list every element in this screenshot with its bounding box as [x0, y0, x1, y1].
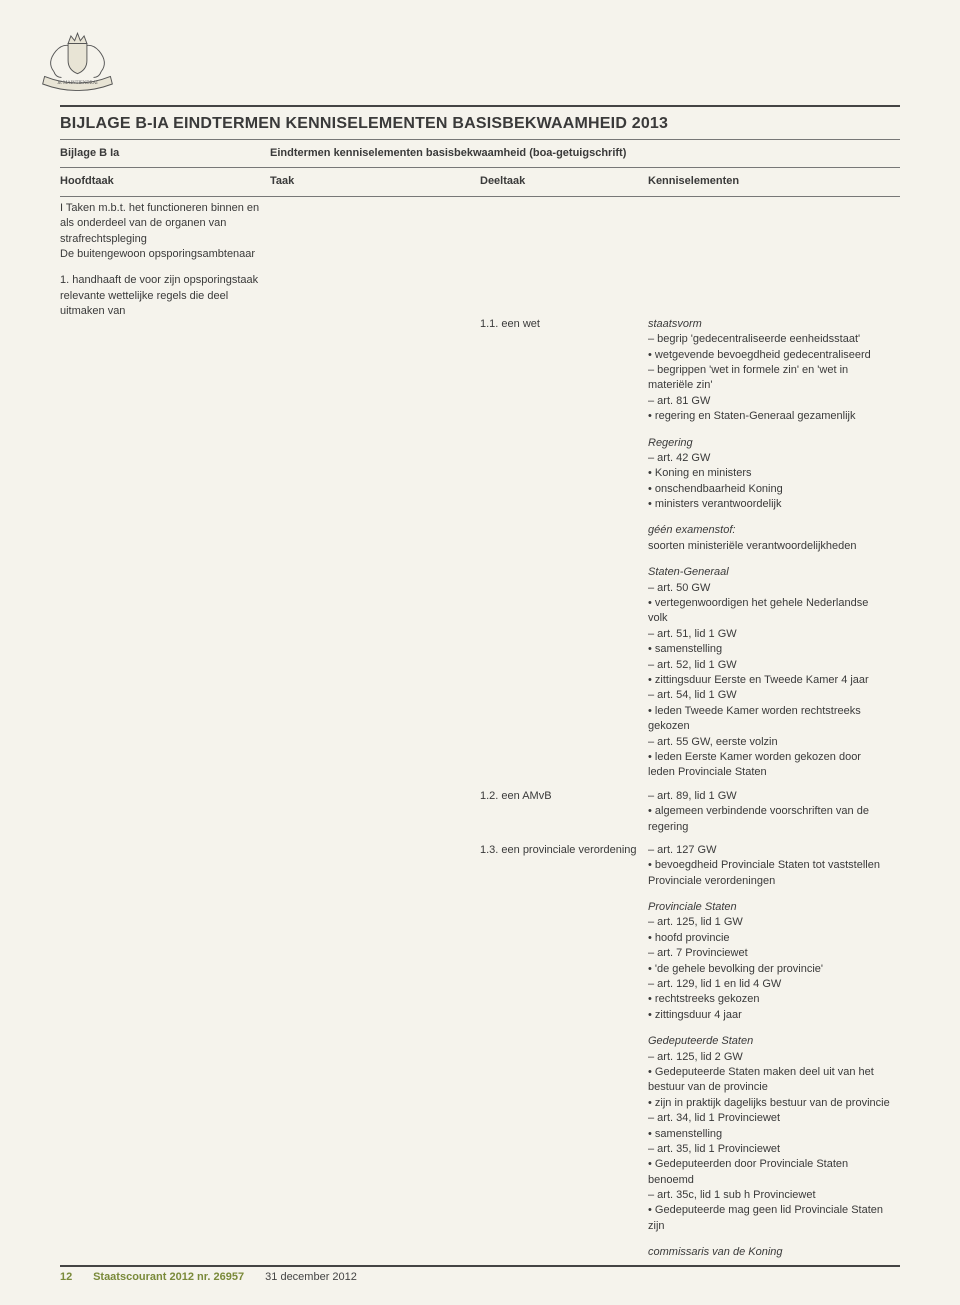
- col-kenniselementen: staatsvorm – begrip 'gedecentraliseerde …: [648, 197, 900, 785]
- ke-line: • Koning en ministers: [648, 467, 752, 479]
- ke-staatsvorm-title: staatsvorm: [648, 318, 702, 330]
- ke-line: • leden Eerste Kamer worden gekozen door…: [648, 751, 861, 778]
- ke-prov-verord: – art. 127 GW • bevoegdheid Provinciale …: [648, 839, 900, 1265]
- ke-gs-title: Gedeputeerde Staten: [648, 1035, 753, 1047]
- ke-geen-title: géén examenstof:: [648, 524, 735, 536]
- ke-gedeputeerde-staten: Gedeputeerde Staten – art. 125, lid 2 GW…: [648, 1034, 890, 1234]
- ke-line: – art. 129, lid 1 en lid 4 GW: [648, 978, 781, 990]
- ke-line: – art. 42 GW: [648, 452, 710, 464]
- ke-line: – art. 125, lid 2 GW: [648, 1051, 743, 1063]
- ke-regering: Regering – art. 42 GW • Koning en minist…: [648, 436, 890, 513]
- table-row: I Taken m.b.t. het functioneren binnen e…: [60, 197, 900, 785]
- ke-line: • algemeen verbindende voorschriften van…: [648, 805, 869, 832]
- ke-line: – art. 54, lid 1 GW: [648, 689, 737, 701]
- hdr-hoofdtaak: Hoofdtaak: [60, 168, 270, 195]
- ke-line: • Gedeputeerden door Provinciale Staten …: [648, 1158, 848, 1185]
- bijlage-heading: BIJLAGE B-IA EINDTERMEN KENNISELEMENTEN …: [60, 115, 900, 133]
- table-row: 1.3. een provinciale verordening – art. …: [60, 839, 900, 1265]
- eindtermen-table: Bijlage B Ia Eindtermen kenniselementen …: [60, 139, 900, 1265]
- table-row: 1.2. een AMvB – art. 89, lid 1 GW • alge…: [60, 785, 900, 839]
- col-taak: [270, 197, 480, 785]
- table-header-row-1: Bijlage B Ia Eindtermen kenniselementen …: [60, 140, 900, 167]
- col-deeltaak: 1.1. een wet: [480, 197, 648, 785]
- ke-line: – art. 52, lid 1 GW: [648, 659, 737, 671]
- deeltaak-1-2: 1.2. een AMvB: [480, 785, 648, 839]
- ke-commissaris: commissaris van de Koning: [648, 1245, 890, 1260]
- ke-sg-title: Staten-Generaal: [648, 566, 729, 578]
- ke-line: – art. 34, lid 1 Provinciewet: [648, 1112, 780, 1124]
- hdr-taak: Taak: [270, 168, 480, 195]
- ke-line: • samenstelling: [648, 1128, 722, 1140]
- publication-name: Staatscourant 2012 nr. 26957: [93, 1271, 244, 1283]
- publication-date: 31 december 2012: [265, 1271, 357, 1283]
- ke-line: • rechtstreeks gekozen: [648, 993, 759, 1005]
- rule-top: [60, 105, 900, 107]
- hdr-bijlage: Bijlage B Ia: [60, 140, 270, 167]
- ke-line: • Gedeputeerde Staten maken deel uit van…: [648, 1066, 874, 1093]
- ke-amvb: – art. 89, lid 1 GW • algemeen verbinden…: [648, 785, 900, 839]
- hdr-kenniselementen: Kenniselementen: [648, 168, 900, 195]
- svg-text:JE MAINTIENDRAI: JE MAINTIENDRAI: [57, 81, 98, 86]
- ke-prov-staten: Provinciale Staten – art. 125, lid 1 GW …: [648, 900, 890, 1023]
- ke-line: • zittingsduur 4 jaar: [648, 1009, 742, 1021]
- deeltaak-1-1: 1.1. een wet: [480, 317, 638, 332]
- ke-line: • zijn in praktijk dagelijks bestuur van…: [648, 1097, 890, 1109]
- ke-line: – art. 35c, lid 1 sub h Provinciewet: [648, 1189, 816, 1201]
- page-footer: 12 Staatscourant 2012 nr. 26957 31 decem…: [60, 1265, 900, 1283]
- table-header-row-2: Hoofdtaak Taak Deeltaak Kenniselementen: [60, 168, 900, 195]
- hdr-deeltaak: Deeltaak: [480, 168, 648, 195]
- ke-line: – begrip 'gedecentraliseerde eenheidssta…: [648, 333, 860, 345]
- col-hoofdtaak: I Taken m.b.t. het functioneren binnen e…: [60, 197, 270, 785]
- ke-staten-generaal: Staten-Generaal – art. 50 GW • vertegenw…: [648, 565, 890, 780]
- ke-ps-title: Provinciale Staten: [648, 901, 737, 913]
- ke-line: – begrippen 'wet in formele zin' en 'wet…: [648, 364, 848, 391]
- ke-line: • ministers verantwoordelijk: [648, 498, 781, 510]
- ke-line: – art. 35, lid 1 Provinciewet: [648, 1143, 780, 1155]
- ke-line: • bevoegdheid Provinciale Staten tot vas…: [648, 859, 880, 886]
- ke-line: • leden Tweede Kamer worden rechtstreeks…: [648, 705, 861, 732]
- ke-line: – art. 51, lid 1 GW: [648, 628, 737, 640]
- ke-line: – art. 55 GW, eerste volzin: [648, 736, 778, 748]
- coat-of-arms-logo: JE MAINTIENDRAI: [30, 20, 125, 100]
- ke-line: – art. 127 GW: [648, 844, 716, 856]
- ke-geen-examenstof: géén examenstof: soorten ministeriële ve…: [648, 523, 890, 554]
- ke-line: • regering en Staten-Generaal gezamenlij…: [648, 410, 855, 422]
- ke-regering-title: Regering: [648, 437, 693, 449]
- ke-line: • onschendbaarheid Koning: [648, 483, 783, 495]
- hdr-eindtermen: Eindtermen kenniselementen basisbekwaamh…: [270, 140, 900, 167]
- ke-line: • zittingsduur Eerste en Tweede Kamer 4 …: [648, 674, 869, 686]
- ke-line: • vertegenwoordigen het gehele Nederland…: [648, 597, 868, 624]
- ke-line: – art. 50 GW: [648, 582, 710, 594]
- ke-line: • 'de gehele bevolking der provincie': [648, 963, 823, 975]
- ke-line: • wetgevende bevoegdheid gedecentralisee…: [648, 349, 871, 361]
- ke-line: • Gedeputeerde mag geen lid Provinciale …: [648, 1204, 883, 1231]
- hoofdtaak-text-1: I Taken m.b.t. het functioneren binnen e…: [60, 201, 260, 263]
- deeltaak-1-3: 1.3. een provinciale verordening: [480, 839, 648, 1265]
- ke-line: – art. 125, lid 1 GW: [648, 916, 743, 928]
- ke-staatsvorm: staatsvorm – begrip 'gedecentraliseerde …: [648, 317, 890, 425]
- page-number: 12: [60, 1271, 90, 1283]
- hoofdtaak-text-2: 1. handhaaft de voor zijn opsporingstaak…: [60, 273, 260, 319]
- ke-commissaris-title: commissaris van de Koning: [648, 1246, 783, 1258]
- ke-line: • hoofd provincie: [648, 932, 730, 944]
- ke-line: soorten ministeriële verantwoordelijkhed…: [648, 540, 857, 552]
- ke-line: • samenstelling: [648, 643, 722, 655]
- ke-line: – art. 81 GW: [648, 395, 710, 407]
- ke-line: – art. 7 Provinciewet: [648, 947, 748, 959]
- ke-line: – art. 89, lid 1 GW: [648, 790, 737, 802]
